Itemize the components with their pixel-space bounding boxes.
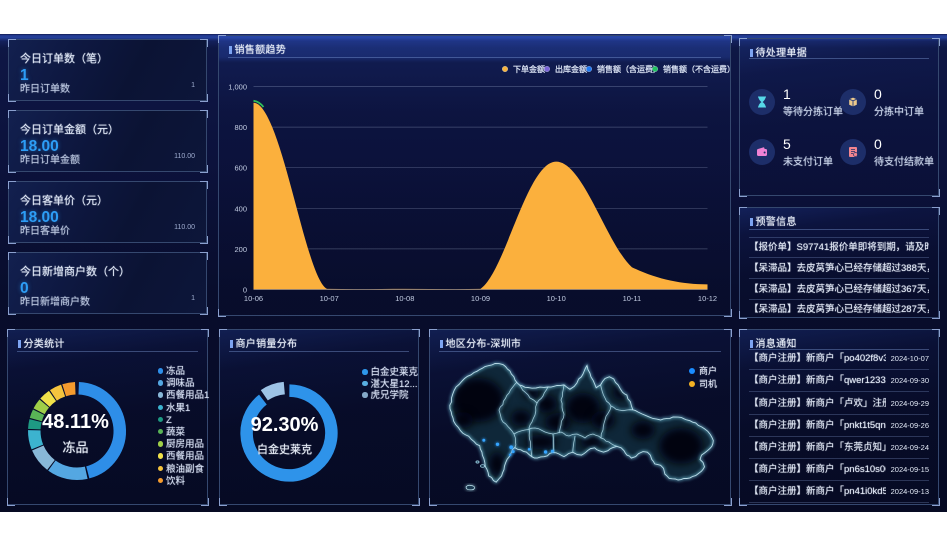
- svg-text:10-07: 10-07: [320, 294, 339, 303]
- svg-text:400: 400: [234, 204, 247, 213]
- svg-text:200: 200: [234, 245, 247, 254]
- svg-text:10-11: 10-11: [623, 294, 642, 303]
- svg-text:10-09: 10-09: [471, 294, 490, 303]
- svg-text:销售额（不含运费）: 销售额（不含运费）: [663, 64, 732, 74]
- svg-text:销售额（含运费）: 销售额（含运费）: [597, 64, 661, 74]
- svg-text:下单金额: 下单金额: [513, 64, 545, 74]
- svg-text:出库金额: 出库金额: [555, 64, 587, 74]
- svg-text:10-12: 10-12: [698, 294, 717, 303]
- svg-text:600: 600: [234, 164, 247, 173]
- svg-text:800: 800: [234, 123, 247, 132]
- svg-text:10-10: 10-10: [547, 294, 566, 303]
- svg-text:10-08: 10-08: [395, 294, 414, 303]
- svg-text:0: 0: [243, 286, 247, 295]
- svg-text:1,000: 1,000: [228, 83, 247, 92]
- svg-text:10-06: 10-06: [244, 294, 263, 303]
